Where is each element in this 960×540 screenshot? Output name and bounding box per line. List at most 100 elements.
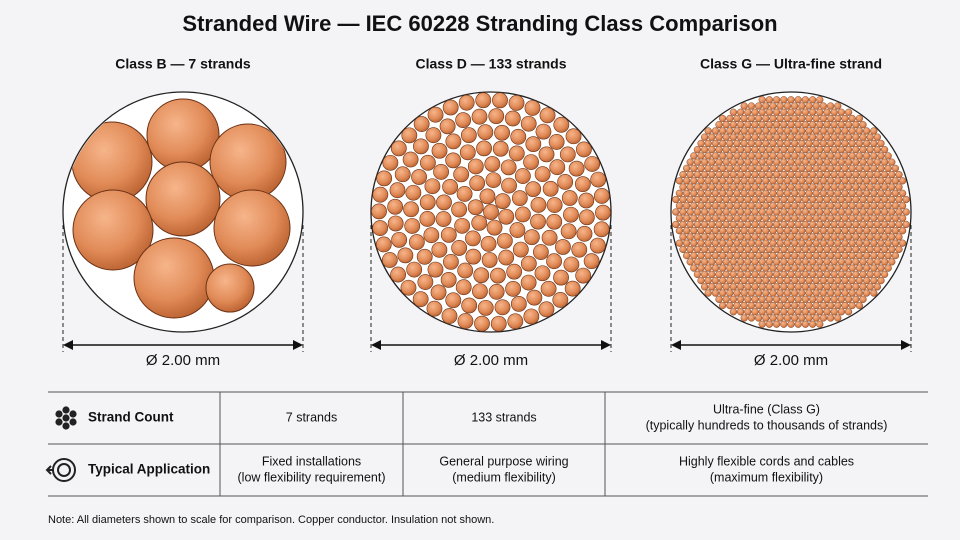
strand (726, 189, 734, 197)
strand (852, 258, 860, 266)
strand (589, 237, 606, 254)
strand (440, 271, 457, 288)
strand (823, 233, 831, 241)
strand (729, 208, 738, 216)
strand (722, 195, 730, 204)
strand (826, 214, 835, 222)
strand (747, 301, 756, 310)
strand (708, 183, 716, 191)
strand (805, 102, 813, 110)
panel-label: Class B — 7 strands (115, 56, 251, 72)
strand (794, 183, 802, 191)
strand (794, 96, 802, 104)
strand (790, 164, 799, 172)
strand (426, 300, 443, 317)
strand (852, 133, 860, 141)
strand (408, 234, 425, 250)
table-cell: (maximum flexibility) (710, 470, 823, 484)
strand (852, 121, 860, 129)
strand (506, 263, 523, 280)
strand (812, 152, 820, 160)
strand (826, 177, 835, 185)
strands (71, 98, 291, 319)
strand (744, 183, 752, 191)
strand (477, 124, 494, 141)
strand (891, 214, 900, 222)
strand (812, 214, 820, 222)
strand (888, 170, 896, 179)
strand (834, 289, 842, 297)
strand (762, 177, 770, 185)
table-cell: General purpose wiring (439, 454, 568, 468)
strand (740, 276, 748, 285)
strand (866, 170, 874, 179)
strand (533, 244, 549, 260)
strand (133, 237, 215, 319)
strand (762, 289, 770, 297)
strand (769, 189, 777, 197)
strand (751, 170, 759, 179)
strand (794, 146, 802, 154)
strand (855, 127, 864, 135)
strand (467, 158, 484, 175)
strand (794, 320, 802, 328)
strand (801, 320, 810, 328)
strand (525, 181, 542, 198)
strand (808, 220, 817, 229)
strand (736, 283, 745, 291)
strand (722, 258, 730, 266)
strand (808, 208, 817, 216)
strand (711, 202, 720, 210)
strand (848, 227, 856, 235)
strand (736, 220, 745, 229)
strand (758, 96, 766, 104)
strand (457, 262, 474, 279)
dimension-label: Ø 2.00 mm (454, 352, 528, 369)
strand (474, 315, 490, 332)
strand (798, 239, 806, 247)
strand (880, 245, 889, 254)
strand (747, 214, 756, 222)
strand (534, 166, 551, 183)
strand (146, 98, 220, 172)
strand (722, 183, 730, 191)
strand (794, 220, 802, 229)
strand (844, 295, 853, 303)
strand (772, 158, 781, 166)
strand (504, 110, 521, 127)
strand (823, 195, 831, 204)
strand (675, 227, 684, 235)
strand (213, 189, 291, 267)
strand (758, 158, 766, 166)
strand (780, 270, 788, 278)
strand (751, 308, 759, 316)
strand (862, 239, 871, 247)
strand (708, 245, 716, 254)
strand (754, 214, 763, 222)
dimension-label: Ø 2.00 mm (146, 352, 220, 369)
strand (837, 220, 846, 229)
strand (787, 245, 795, 254)
strand (708, 158, 716, 166)
strand (834, 127, 842, 135)
strand (711, 239, 720, 247)
strand (722, 233, 730, 241)
strand (413, 116, 430, 132)
strand (733, 127, 741, 135)
strand (397, 247, 414, 264)
strand (859, 283, 867, 291)
strand (841, 264, 849, 272)
strand (718, 276, 727, 285)
strand (546, 197, 563, 213)
strand (520, 255, 537, 272)
strand (492, 92, 508, 109)
strand (837, 233, 846, 241)
strand (808, 270, 817, 278)
strand (765, 270, 774, 278)
strand (848, 264, 856, 272)
strand (834, 164, 842, 172)
strand (715, 245, 723, 254)
strand (841, 139, 849, 148)
strand (431, 142, 448, 159)
strand (877, 177, 885, 185)
